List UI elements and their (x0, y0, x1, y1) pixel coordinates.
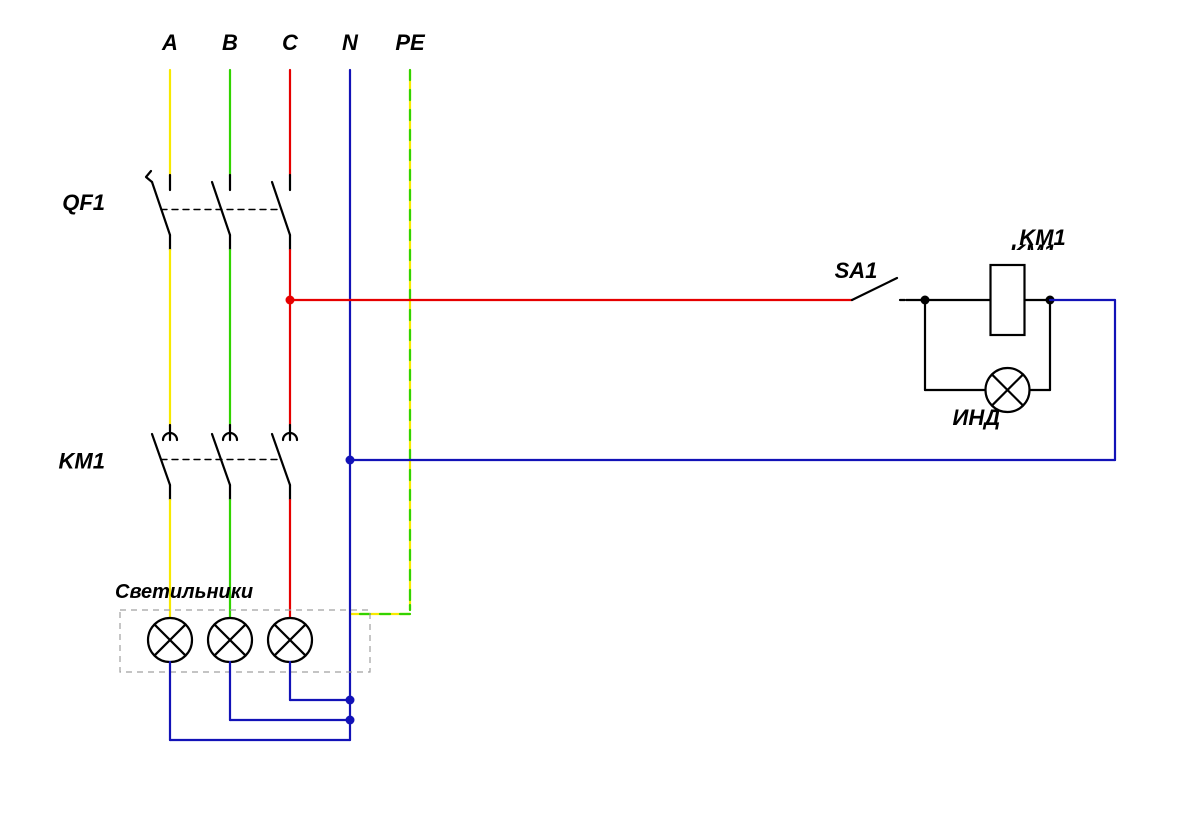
svg-text:ИНД: ИНД (953, 405, 1001, 430)
svg-text:C: C (282, 30, 299, 55)
svg-text:PE: PE (395, 30, 426, 55)
svg-text:QF1: QF1 (62, 190, 105, 215)
svg-text:A: A (161, 30, 178, 55)
svg-text:KM1: KM1 (1019, 225, 1065, 250)
svg-text:KM1: KM1 (59, 449, 105, 474)
svg-text:Светильники: Светильники (115, 581, 253, 603)
electrical-schematic: ABCNPEQF1SA1KM1KM1ИНДKM1Светильники (0, 0, 1200, 825)
svg-text:N: N (342, 30, 359, 55)
svg-text:SA1: SA1 (835, 258, 878, 283)
svg-text:B: B (222, 30, 238, 55)
